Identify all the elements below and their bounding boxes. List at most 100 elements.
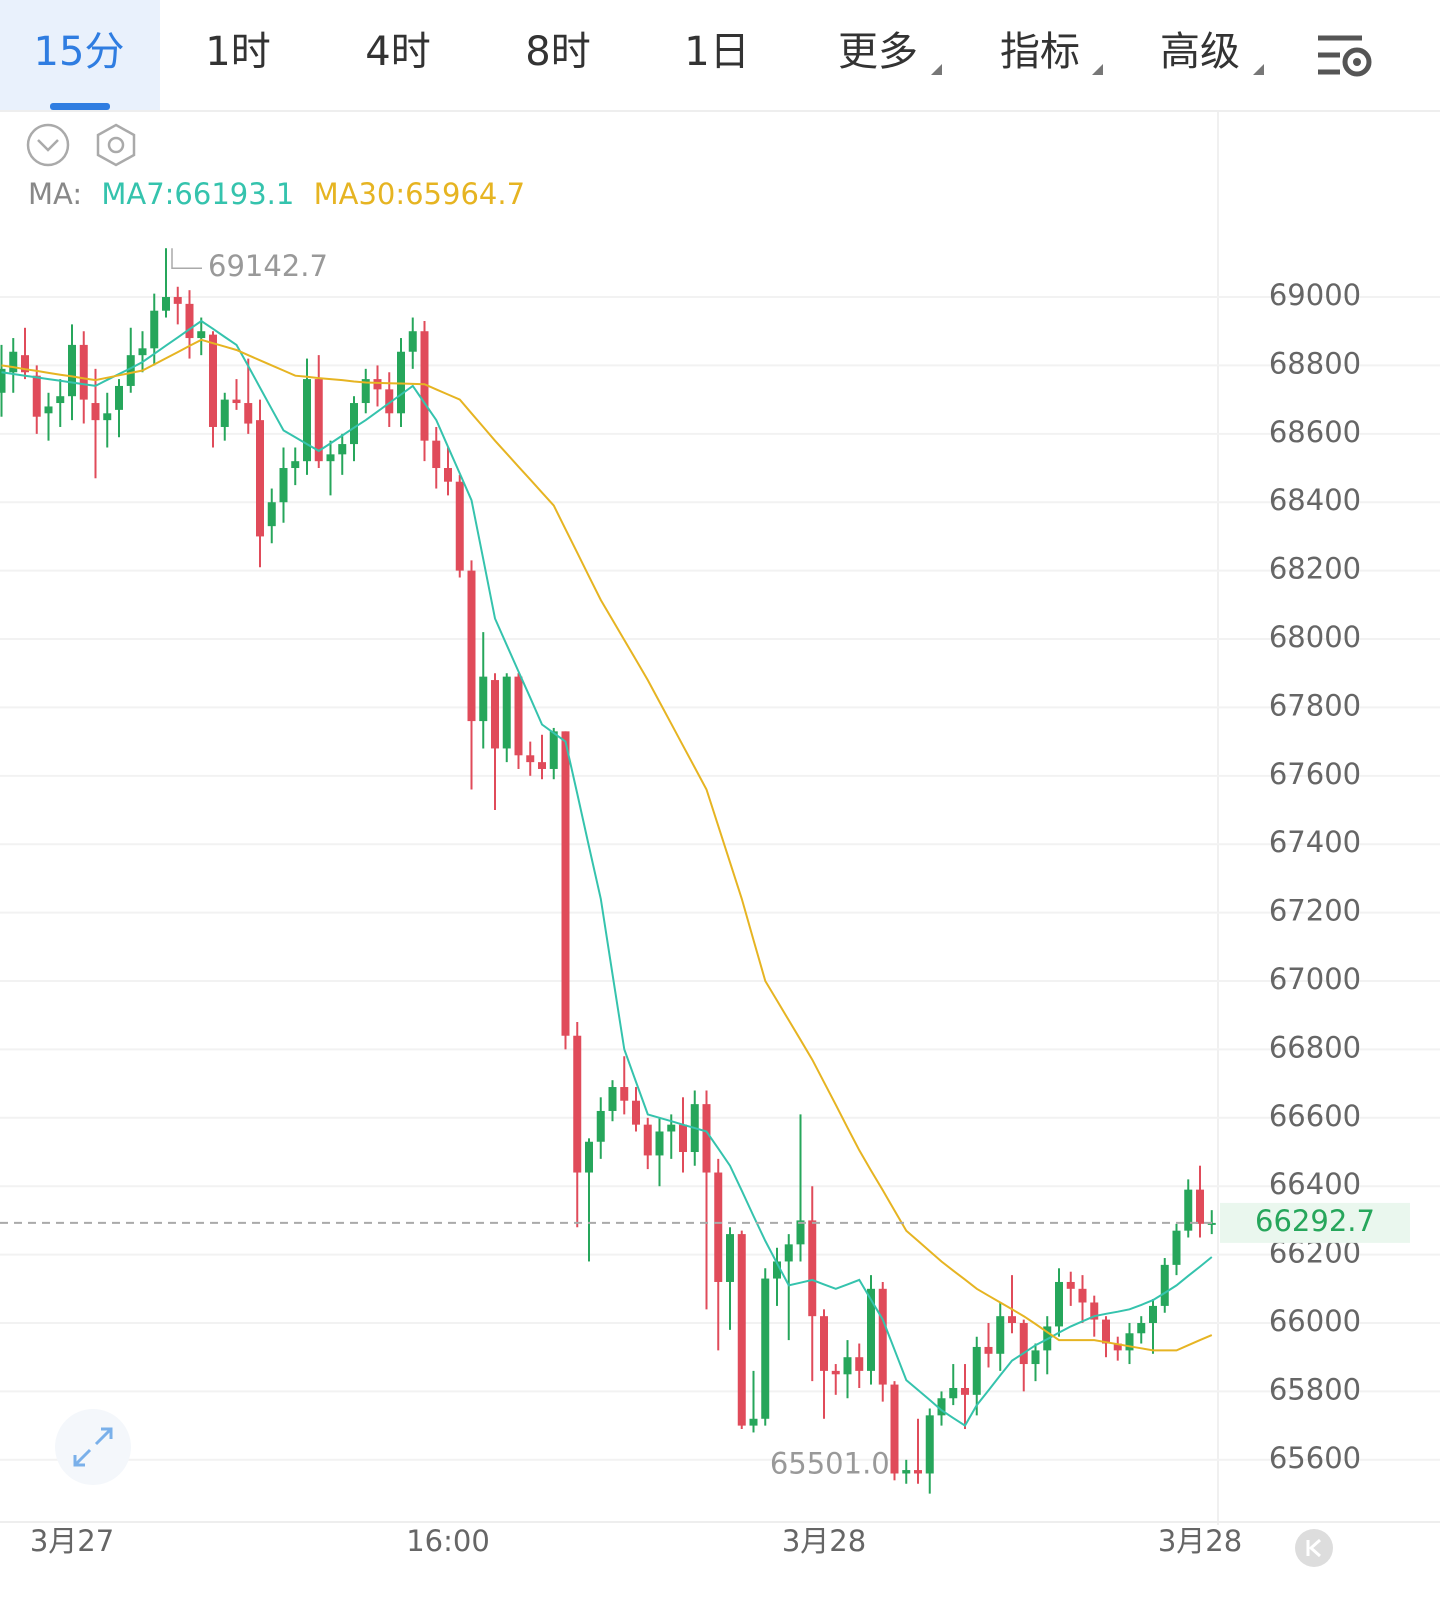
tab[interactable]: 高级 <box>1160 29 1240 75</box>
candle-body <box>491 680 499 749</box>
candle-body <box>996 1316 1005 1354</box>
low-annotation: 65501.0 <box>770 1447 890 1481</box>
candle-body <box>1008 1316 1016 1324</box>
candle-body <box>643 1124 652 1156</box>
y-tick-label: 69000 <box>1269 278 1361 312</box>
x-tick-label: 3月28 <box>1158 1524 1242 1558</box>
tab[interactable]: 更多 <box>838 29 918 75</box>
y-tick-label: 68400 <box>1269 483 1361 517</box>
candle-body <box>91 403 100 421</box>
candle-body <box>726 1234 734 1282</box>
candle-body <box>890 1384 899 1474</box>
candle-body <box>773 1261 781 1279</box>
active-tab-underline <box>50 103 110 110</box>
active-tab-bg <box>0 0 160 110</box>
candle-body <box>961 1387 969 1395</box>
moving-average-line <box>1 319 1213 1428</box>
candle-body <box>209 334 217 427</box>
candle-body <box>737 1234 746 1426</box>
candle-body <box>0 368 6 393</box>
candle-body <box>502 676 511 749</box>
y-tick-label: 68600 <box>1269 415 1361 449</box>
dropdown-mark <box>931 64 942 75</box>
tab[interactable]: 指标 <box>1000 29 1080 75</box>
candle-body <box>561 731 570 1036</box>
candle-body <box>1172 1230 1181 1265</box>
candle-body <box>256 420 264 537</box>
candle-body <box>303 379 311 462</box>
candle-body <box>1160 1264 1169 1306</box>
y-tick-label: 68000 <box>1269 620 1361 654</box>
y-tick-label: 67600 <box>1269 757 1361 791</box>
tab[interactable]: 1时 <box>205 29 270 75</box>
candle-body <box>702 1104 711 1173</box>
legend-entry: MA30:65964.7 <box>314 177 525 211</box>
legend-entry: MA7:66193.1 <box>101 177 294 211</box>
candle-body <box>573 1035 582 1173</box>
indicator-settings-icon[interactable] <box>96 123 136 167</box>
candle-body <box>232 399 241 404</box>
y-tick-label: 67400 <box>1269 825 1361 859</box>
tab[interactable]: 4时 <box>365 29 430 75</box>
dropdown-mark <box>1253 64 1264 75</box>
scroll-latest-button[interactable] <box>1295 1529 1333 1567</box>
y-tick-label: 67800 <box>1269 688 1361 722</box>
last-price-bg <box>1220 1202 1410 1243</box>
tab[interactable]: 8时 <box>525 29 590 75</box>
candle-body <box>596 1110 605 1142</box>
candle-body <box>373 379 382 390</box>
candle-body <box>972 1346 981 1395</box>
candle-body <box>714 1172 723 1282</box>
candle-body <box>1125 1333 1134 1351</box>
x-tick-label: 16:00 <box>406 1524 490 1558</box>
moving-average-line <box>1 338 1213 1352</box>
candle-body <box>444 468 452 482</box>
candle-body <box>455 481 464 571</box>
candle-body <box>514 676 523 756</box>
candle-body <box>267 502 276 527</box>
candle-body <box>220 399 229 427</box>
candle-body <box>420 331 429 441</box>
y-tick-label: 68200 <box>1269 552 1361 586</box>
ma-prefix: MA: <box>28 177 82 211</box>
high-annotation: 69142.7 <box>208 249 328 283</box>
candle-body <box>878 1288 887 1385</box>
candle-body <box>432 440 441 469</box>
candle-body <box>796 1220 805 1245</box>
candle-body <box>925 1415 934 1474</box>
settings-icon[interactable] <box>1318 35 1372 77</box>
tab[interactable]: 15分 <box>34 29 125 75</box>
candle-body <box>162 297 170 311</box>
candle-body <box>855 1357 864 1371</box>
candle-body <box>937 1398 946 1416</box>
plot-area <box>0 248 1218 1494</box>
candle-body <box>350 403 358 445</box>
candle-body <box>1113 1343 1122 1351</box>
candle-body <box>1090 1302 1099 1320</box>
dropdown-mark <box>1092 64 1103 75</box>
candle-body <box>632 1100 640 1125</box>
candle-body <box>949 1387 958 1399</box>
candle-body <box>32 375 41 417</box>
candle-body <box>291 461 300 469</box>
candle-body <box>620 1087 629 1101</box>
candle-body <box>843 1357 852 1375</box>
candle-body <box>21 355 29 373</box>
y-tick-label: 67000 <box>1269 962 1361 996</box>
candle-body <box>338 444 347 455</box>
candle-body <box>585 1141 593 1173</box>
expand-button[interactable] <box>55 1409 131 1485</box>
candle-body <box>279 468 288 503</box>
tab[interactable]: 1日 <box>684 29 749 75</box>
candle-body <box>749 1418 758 1426</box>
candle-body <box>1196 1189 1204 1224</box>
candle-body <box>867 1288 875 1371</box>
x-tick-label: 3月27 <box>30 1524 114 1558</box>
candle-body <box>68 344 76 397</box>
collapse-icon[interactable] <box>26 123 70 167</box>
y-tick-label: 67200 <box>1269 894 1361 928</box>
candle-body <box>173 297 182 304</box>
candle-body <box>150 310 159 349</box>
